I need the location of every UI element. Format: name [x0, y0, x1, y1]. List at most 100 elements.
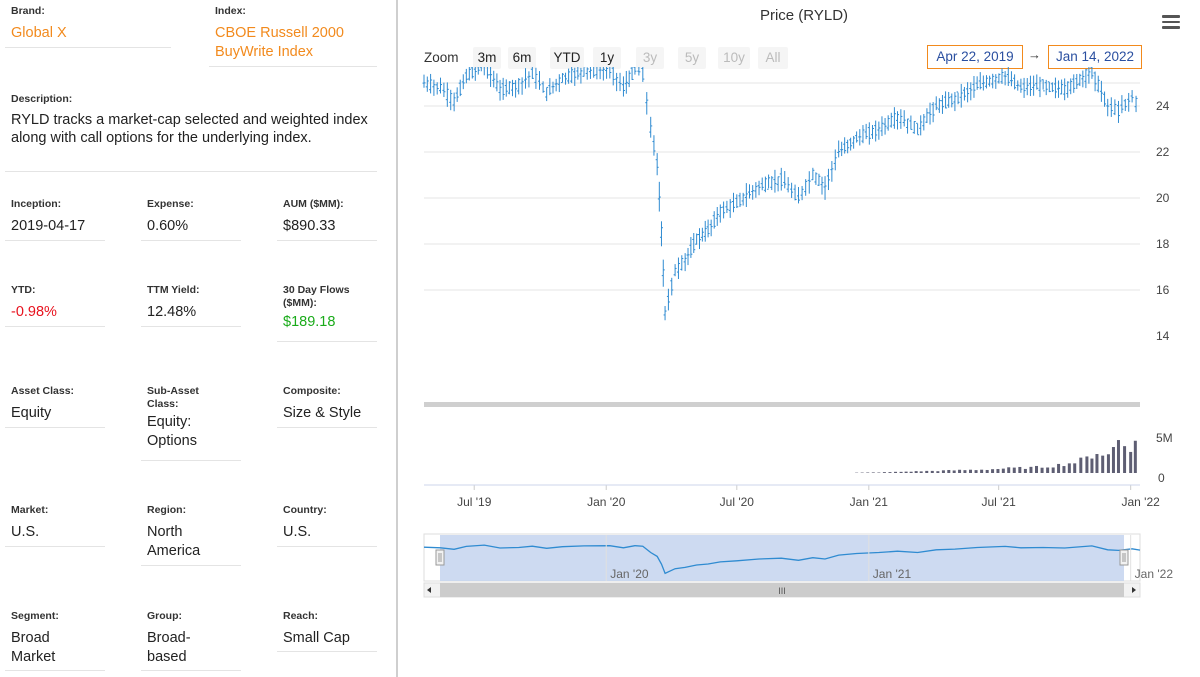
- volume-bar: [1090, 458, 1094, 473]
- divider: [277, 341, 377, 342]
- divider: [141, 326, 241, 327]
- sub-asset-class-label: Sub-Asset Class:: [147, 385, 199, 410]
- group-field: Group: Broad-based: [147, 610, 207, 667]
- volume-bar: [1106, 454, 1110, 473]
- zoom-button-3m[interactable]: 3m: [473, 47, 501, 69]
- region-field: Region: North America: [147, 504, 227, 561]
- scroll-right-arrow-icon[interactable]: [1132, 587, 1136, 593]
- country-field: Country: U.S.: [283, 504, 378, 542]
- zoom-label: Zoom: [424, 50, 459, 65]
- navigator-handle[interactable]: [435, 549, 445, 566]
- inception-value: 2019-04-17: [11, 218, 86, 234]
- index-label: Index:: [215, 5, 246, 17]
- chart-menu-button[interactable]: [1160, 12, 1182, 32]
- composite-label: Composite:: [283, 385, 341, 397]
- zoom-button-6m[interactable]: 6m: [508, 47, 536, 69]
- navigator-tick-label: Jan '21: [873, 567, 912, 581]
- group-label: Group:: [147, 610, 182, 622]
- x-tick-label: Jan '21: [850, 495, 889, 509]
- volume-bar: [963, 470, 967, 473]
- composite-value: Size & Style: [283, 405, 362, 421]
- divider: [5, 171, 377, 172]
- zoom-button-ytd[interactable]: YTD: [550, 47, 584, 69]
- brand-link[interactable]: Global X: [11, 25, 67, 41]
- volume-bar: [1101, 455, 1105, 473]
- range-to-input[interactable]: Jan 14, 2022: [1048, 45, 1142, 69]
- volume-bar: [1029, 466, 1033, 473]
- zoom-button-1y[interactable]: 1y: [593, 47, 621, 69]
- country-value: U.S.: [283, 524, 312, 540]
- menu-icon-bar: [1162, 20, 1180, 23]
- brand-field: Brand: Global X: [11, 5, 171, 43]
- volume-bar: [1085, 456, 1089, 473]
- volume-bar: [941, 470, 945, 473]
- composite-field: Composite: Size & Style: [283, 385, 378, 423]
- volume-bar: [882, 472, 886, 473]
- menu-icon: [1162, 15, 1180, 18]
- navigator-series: [423, 544, 1141, 575]
- flows-value: $189.18: [283, 314, 336, 330]
- volume-bar: [974, 470, 978, 473]
- divider: [141, 240, 241, 241]
- x-axis-labels: Jul '19 Jan '20 Jul '20 Jan '21 Jul '21 Jan '…: [424, 484, 1161, 509]
- volume-bar: [871, 472, 875, 473]
- volume-bar: [1133, 440, 1137, 473]
- price-series: [422, 67, 1138, 321]
- segment-field: Segment: Broad Market: [11, 610, 71, 667]
- divider: [141, 670, 241, 671]
- divider: [277, 651, 377, 652]
- volume-bar: [1023, 468, 1027, 473]
- panel-divider: [396, 0, 398, 677]
- volume-bar: [1067, 463, 1071, 473]
- volume-bar: [980, 469, 984, 473]
- navigator-handle[interactable]: [1119, 549, 1129, 566]
- aum-value: $890.33: [283, 218, 336, 234]
- aum-label: AUM ($MM):: [283, 198, 344, 210]
- volume-bar: [899, 471, 903, 473]
- volume-bar: [985, 469, 989, 473]
- volume-bar: [1057, 463, 1061, 473]
- menu-icon-bar: [1162, 26, 1180, 29]
- volume-bar: [952, 470, 956, 473]
- segment-label: Segment:: [11, 610, 59, 622]
- volume-bar: [1062, 466, 1066, 473]
- description-text: RYLD tracks a market-cap selected and we…: [11, 112, 368, 146]
- volume-tick-label: 0: [1158, 471, 1165, 485]
- zoom-button-all: All: [758, 47, 788, 69]
- inception-label: Inception:: [11, 198, 62, 210]
- volume-bar: [1012, 467, 1016, 473]
- divider: [5, 546, 105, 547]
- reach-label: Reach:: [283, 610, 319, 622]
- zoom-button-5y: 5y: [678, 47, 706, 69]
- expense-value: 0.60%: [147, 218, 189, 234]
- volume-bar: [958, 469, 962, 473]
- chart-grid: [424, 82, 1140, 291]
- divider: [5, 326, 105, 327]
- volume-bar: [1007, 467, 1011, 473]
- range-arrow: →: [1028, 47, 1041, 62]
- range-from-input[interactable]: Apr 22, 2019: [927, 45, 1023, 69]
- volume-bar: [1079, 457, 1083, 473]
- volume-bar: [991, 469, 995, 473]
- scrollbar-thumb[interactable]: [440, 583, 1124, 597]
- navigator-tick-label: Jan '22: [1135, 567, 1174, 581]
- volume-bar: [904, 471, 908, 473]
- volume-bar: [909, 471, 913, 473]
- inception-field: Inception: 2019-04-17: [11, 198, 106, 236]
- expense-label: Expense:: [147, 198, 194, 210]
- volume-bar: [1001, 468, 1005, 473]
- scroll-left-arrow-icon[interactable]: [427, 587, 431, 593]
- volume-bar: [888, 472, 892, 473]
- expense-field: Expense: 0.60%: [147, 198, 242, 236]
- ttm-yield-field: TTM Yield: 12.48%: [147, 284, 242, 322]
- pane-separator[interactable]: [424, 402, 1140, 407]
- group-value: Broad-based: [147, 630, 191, 665]
- volume-bar: [1051, 467, 1055, 473]
- ytd-field: YTD: -0.98%: [11, 284, 106, 322]
- divider: [277, 546, 377, 547]
- index-link[interactable]: CBOE Russell 2000 BuyWrite Index: [215, 25, 344, 60]
- x-tick-label: Jan '22: [1122, 495, 1161, 509]
- divider: [277, 427, 377, 428]
- asset-class-label: Asset Class:: [11, 385, 75, 397]
